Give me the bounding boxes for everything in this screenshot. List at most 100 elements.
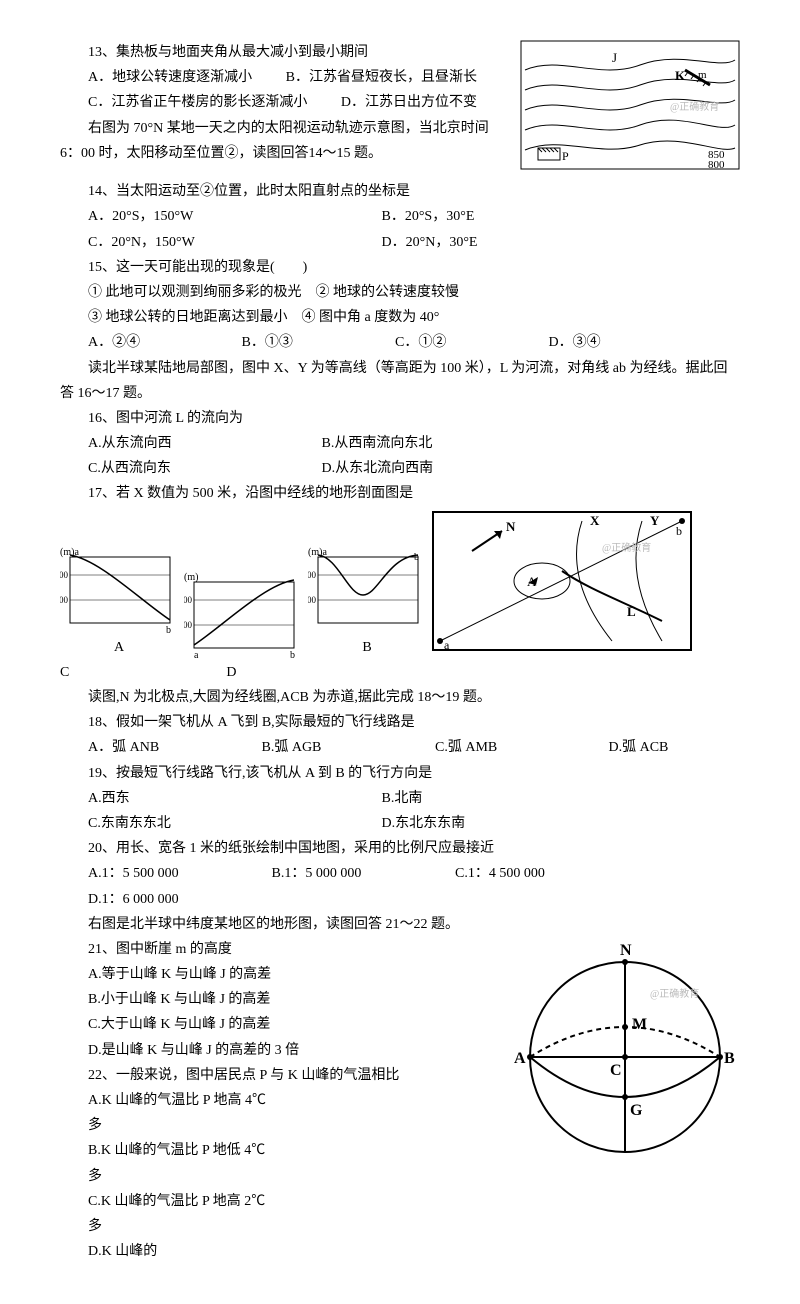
q16-row1: A.从东流向西 B.从西南流向东北 — [60, 431, 740, 456]
mapxy-x: X — [590, 513, 600, 528]
q15-b: B．①③ — [242, 330, 362, 355]
mapxy-n: N — [506, 519, 516, 534]
q15-s2: ③ 地球公转的日地距离达到最小 ④ 图中角 a 度数为 40° — [60, 305, 740, 330]
chartB-y400: 400 — [308, 595, 317, 605]
chartD-y500: 500 — [184, 595, 193, 605]
q14-stem: 14、当太阳运动至②位置，此时太阳直射点的坐标是 — [60, 179, 740, 204]
q14-a: A．20°S，150°W — [88, 204, 348, 229]
q21-22-text: 21、图中断崖 m 的高度 A.等于山峰 K 与山峰 J 的高差 B.小于山峰 … — [60, 937, 500, 1264]
intro-14-15: 右图为 70°N 某地一天之内的太阳视运动轨迹示意图，当北京时间 6：00 时，… — [60, 116, 510, 166]
q18-opts: A．弧 ANB B.弧 AGB C.弧 AMB D.弧 ACB — [60, 735, 740, 760]
q22-row1: A.K 山峰的气温比 P 地高 4℃多 B.K 山峰的气温比 P 地低 4℃多 — [60, 1088, 500, 1189]
q13-options-2: C．江苏省正午楼房的影长逐渐减小 D．江苏日出方位不变 — [60, 90, 510, 115]
globe-watermark: @正确教育 — [650, 987, 699, 1000]
topo-800: 800 — [708, 159, 725, 170]
q21-b: B.小于山峰 K 与山峰 J 的高差 — [60, 987, 500, 1012]
q14-row2: C．20°N，150°W D．20°N，30°E — [60, 230, 740, 255]
q17-stem: 17、若 X 数值为 500 米，沿图中经线的地形剖面图是 — [60, 481, 740, 506]
chartD-b: b — [290, 650, 295, 660]
label-c: C — [60, 665, 69, 680]
q19-b: B.北南 — [382, 786, 423, 811]
q13-opt-c: C．江苏省正午楼房的影长逐渐减小 — [88, 90, 307, 115]
chart-d: (m) 500 400 a b — [184, 570, 302, 660]
q18-a: A．弧 ANB — [88, 735, 228, 760]
q14-c: C．20°N，150°W — [88, 230, 348, 255]
label-d: D — [226, 665, 236, 680]
q13-text: 13、集热板与地面夹角从最大减小到最小期间 A．地球公转速度逐渐减小 B．江苏省… — [60, 40, 510, 166]
q19-row2: C.东南东东北 D.东北东东南 — [60, 811, 740, 836]
chartB-y500: 500 — [308, 570, 317, 580]
q13-stem: 13、集热板与地面夹角从最大减小到最小期间 — [60, 40, 510, 65]
intro-21-22: 右图是北半球中纬度某地区的地形图，读图回答 21～22 题。 — [60, 912, 740, 937]
q18-b: B.弧 AGB — [262, 735, 402, 760]
q16-a: A.从东流向西 — [88, 431, 288, 456]
q19-d: D.东北东东南 — [382, 811, 466, 836]
q15-d: D．③④ — [549, 330, 601, 355]
q14-row1: A．20°S，150°W B．20°S，30°E — [60, 204, 740, 229]
map-xy-figure: a b N X Y A L @正确教育 — [432, 511, 692, 660]
q19-c: C.东南东东北 — [88, 811, 348, 836]
globe-g: G — [630, 1102, 643, 1119]
chartD-a: a — [194, 650, 199, 660]
q20-a: A.1：5 500 000 — [88, 861, 238, 886]
q22-d: D.K 山峰的 — [88, 1239, 273, 1264]
q14-b: B．20°S，30°E — [382, 204, 475, 229]
q21-a: A.等于山峰 K 与山峰 J 的高差 — [60, 962, 500, 987]
q15-s1: ① 此地可以观测到绚丽多彩的极光 ② 地球的公转速度较慢 — [60, 280, 740, 305]
q18-stem: 18、假如一架飞机从 A 飞到 B,实际最短的飞行线路是 — [60, 710, 740, 735]
q13-and-figure: 13、集热板与地面夹角从最大减小到最小期间 A．地球公转速度逐渐减小 B．江苏省… — [60, 40, 740, 179]
chartD-y400: 400 — [184, 620, 193, 630]
mapxy-b: b — [676, 524, 682, 538]
chartA-y500: 500 — [60, 570, 69, 580]
q15-c: C．①② — [395, 330, 515, 355]
globe-n: N — [620, 942, 632, 959]
q19-a: A.西东 — [88, 786, 348, 811]
q13-opt-b: B．江苏省昼短夜长，且昼渐长 — [286, 65, 477, 90]
mapxy-a: a — [444, 638, 450, 651]
q16-row2: C.从西流向东 D.从东北流向西南 — [60, 456, 740, 481]
topo-map-figure: J K m P 850 800 @正确教育 — [520, 40, 740, 179]
q15-stem: 15、这一天可能出现的现象是( ) — [60, 255, 740, 280]
globe-a: A — [514, 1050, 526, 1067]
q21-22-and-globe: 21、图中断崖 m 的高度 A.等于山峰 K 与山峰 J 的高差 B.小于山峰 … — [60, 937, 740, 1264]
q21-stem: 21、图中断崖 m 的高度 — [60, 937, 500, 962]
q13-opt-d: D．江苏日出方位不变 — [341, 90, 477, 115]
q16-d: D.从东北流向西南 — [322, 456, 434, 481]
q13-options: A．地球公转速度逐渐减小 B．江苏省昼短夜长，且昼渐长 — [60, 65, 510, 90]
q22-row2: C.K 山峰的气温比 P 地高 2℃多 D.K 山峰的 — [60, 1189, 500, 1265]
label-b: B — [308, 635, 426, 660]
topo-watermark: @正确教育 — [670, 100, 719, 113]
q19-stem: 19、按最短飞行线路飞行,该飞机从 A 到 B 的飞行方向是 — [60, 761, 740, 786]
globe-m: M — [632, 1016, 647, 1033]
intro-16-17: 读北半球某陆地局部图，图中 X、Y 为等高线（等高距为 100 米），L 为河流… — [60, 356, 740, 406]
chart-a: (m)a 500 400 b A — [60, 545, 178, 660]
chartA-y400: 400 — [60, 595, 69, 605]
globe-b: B — [724, 1050, 735, 1067]
q21-c: C.大于山峰 K 与山峰 J 的高差 — [60, 1012, 500, 1037]
q16-c: C.从西流向东 — [88, 456, 288, 481]
q16-stem: 16、图中河流 L 的流向为 — [60, 406, 740, 431]
topo-label-j: J — [612, 50, 617, 65]
chartB-b: b — [414, 552, 419, 563]
q15-opts: A．②④ B．①③ C．①② D．③④ — [60, 330, 740, 355]
q20-opts: A.1：5 500 000 B.1：5 000 000 C.1：4 500 00… — [60, 861, 740, 911]
q19-row1: A.西东 B.北南 — [60, 786, 740, 811]
chartD-xlab: (m) — [184, 572, 198, 583]
mapxy-y: Y — [650, 513, 660, 528]
mapxy-watermark: @正确教育 — [602, 541, 651, 554]
topo-label-k: K — [675, 68, 686, 83]
q13-opt-a: A．地球公转速度逐渐减小 — [88, 65, 252, 90]
q20-b: B.1：5 000 000 — [272, 861, 422, 886]
q22-a: A.K 山峰的气温比 P 地高 4℃多 — [88, 1088, 273, 1138]
q18-c: C.弧 AMB — [435, 735, 575, 760]
q21-d: D.是山峰 K 与山峰 J 的高差的 3 倍 — [60, 1038, 500, 1063]
globe-figure: N M A B C G @正确教育 — [510, 937, 740, 1176]
labels-c-d-row: C D — [60, 660, 740, 685]
topo-label-p: P — [562, 149, 569, 163]
q20-stem: 20、用长、宽各 1 米的纸张绘制中国地图，采用的比例尺应最接近 — [60, 836, 740, 861]
profile-charts-row: (m)a 500 400 b A (m) 500 400 a b (m) a — [60, 511, 740, 660]
q20-d: D.1：6 000 000 — [88, 887, 179, 912]
q22-b: B.K 山峰的气温比 P 地低 4℃多 — [88, 1138, 273, 1188]
globe-c: C — [610, 1062, 622, 1079]
q18-d: D.弧 ACB — [609, 735, 669, 760]
